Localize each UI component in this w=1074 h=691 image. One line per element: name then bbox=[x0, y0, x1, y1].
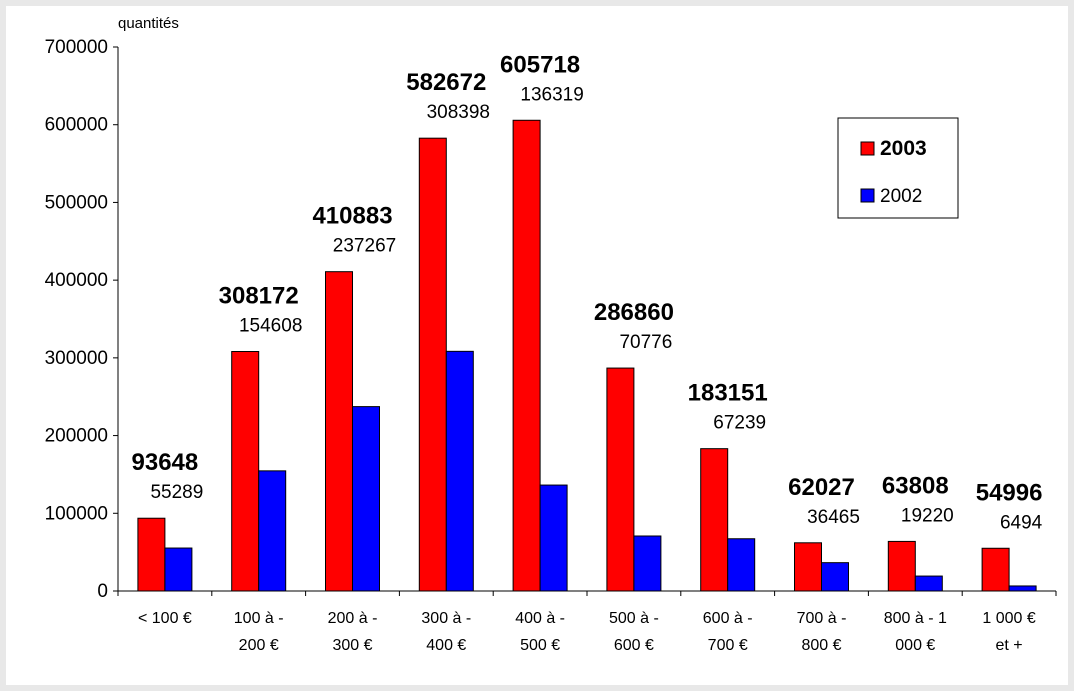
legend-swatch-2002 bbox=[860, 188, 875, 203]
data-label-2003: 93648 bbox=[132, 449, 199, 476]
bar-2003 bbox=[981, 547, 1010, 592]
data-label-2003: 308172 bbox=[219, 283, 299, 310]
data-label-2002: 154608 bbox=[239, 316, 302, 337]
bar-2003 bbox=[700, 448, 729, 592]
data-label-2003: 62027 bbox=[788, 474, 855, 501]
x-tick-label: 400 à - bbox=[515, 610, 565, 627]
y-axis: 0 100000 200000 300000 400000 500000 600000 700… bbox=[45, 37, 119, 602]
y-tick-label: 100000 bbox=[45, 503, 108, 524]
x-tick-label: 000 € bbox=[895, 637, 935, 654]
bar-2002 bbox=[164, 547, 193, 592]
data-label-2002: 55289 bbox=[150, 482, 203, 503]
y-tick-label: 400000 bbox=[45, 270, 108, 291]
x-tick-label: et + bbox=[996, 637, 1023, 654]
bars bbox=[137, 119, 1037, 592]
data-label-2002: 308398 bbox=[427, 102, 490, 123]
x-tick-label: 100 à - bbox=[234, 610, 284, 627]
y-tick-label: 700000 bbox=[45, 37, 108, 58]
data-label-2003: 286860 bbox=[594, 299, 674, 326]
legend-label-2002: 2002 bbox=[880, 186, 922, 207]
x-tick-label: 600 € bbox=[614, 637, 654, 654]
data-label-2003: 410883 bbox=[312, 203, 392, 230]
bar-2002 bbox=[539, 484, 568, 592]
bar-2003 bbox=[887, 540, 916, 592]
x-tick-label: 800 à - 1 bbox=[884, 610, 947, 627]
data-label-2002: 136319 bbox=[520, 84, 583, 105]
x-tick-label: 700 € bbox=[708, 637, 748, 654]
x-tick-label: 600 à - bbox=[703, 610, 753, 627]
bar-2003 bbox=[606, 367, 635, 592]
bar-2003 bbox=[137, 517, 166, 592]
bar-2003 bbox=[794, 542, 822, 592]
bar-2003 bbox=[231, 351, 260, 592]
data-label-2003: 605718 bbox=[500, 51, 580, 78]
data-label-2002: 19220 bbox=[901, 505, 954, 526]
y-tick-label: 200000 bbox=[45, 426, 108, 447]
bar-2002 bbox=[914, 575, 943, 592]
y-tick-label: 300000 bbox=[45, 348, 108, 369]
bar-2002 bbox=[445, 350, 474, 592]
x-axis: < 100 € 100 à - 200 € 200 à - 300 € 300 à - 40… bbox=[117, 590, 1057, 654]
y-tick-label: 500000 bbox=[45, 192, 108, 213]
bar-2002 bbox=[633, 535, 662, 592]
legend-box bbox=[837, 117, 959, 219]
bar-2003 bbox=[512, 119, 541, 592]
data-label-2003: 183151 bbox=[688, 380, 768, 407]
data-label-2003: 54996 bbox=[976, 479, 1043, 506]
legend: 2003 2002 bbox=[837, 117, 959, 219]
x-tick-label: 700 à - bbox=[797, 610, 847, 627]
x-tick-label: 500 à - bbox=[609, 610, 659, 627]
chart-area: quantités 0 100000 200000 300000 400000 50000… bbox=[6, 6, 1068, 685]
legend-label-2003: 2003 bbox=[880, 137, 927, 160]
y-tick-label: 0 bbox=[97, 581, 108, 602]
data-label-2003: 582672 bbox=[406, 69, 486, 96]
x-tick-label: < 100 € bbox=[138, 610, 192, 627]
y-tick-label: 600000 bbox=[45, 115, 108, 136]
x-tick-label: 1 000 € bbox=[982, 610, 1035, 627]
data-label-2003: 63808 bbox=[882, 472, 949, 499]
data-label-2002: 70776 bbox=[619, 332, 672, 353]
data-label-2002: 36465 bbox=[807, 507, 860, 528]
x-tick-label: 200 à - bbox=[328, 610, 378, 627]
bar-chart: quantités 0 100000 200000 300000 400000 50000… bbox=[45, 15, 1057, 654]
data-label-2002: 237267 bbox=[333, 236, 396, 257]
bar-2002 bbox=[258, 470, 287, 592]
bar-2002 bbox=[727, 538, 756, 592]
x-tick-label: 400 € bbox=[426, 637, 466, 654]
bar-2003 bbox=[325, 271, 353, 592]
x-tick-label: 800 € bbox=[801, 637, 841, 654]
x-tick-label: 300 € bbox=[332, 637, 372, 654]
x-tick-label: 300 à - bbox=[421, 610, 471, 627]
x-tick-label: 200 € bbox=[239, 637, 279, 654]
data-labels: 93648 55289 308172 154608 410883 237267 582672… bbox=[132, 51, 1043, 533]
bar-2002 bbox=[1008, 585, 1037, 592]
data-label-2002: 6494 bbox=[1000, 512, 1043, 533]
data-label-2002: 67239 bbox=[713, 413, 766, 434]
bar-2002 bbox=[821, 562, 849, 592]
y-axis-label: quantités bbox=[118, 15, 179, 32]
x-tick-label: 500 € bbox=[520, 637, 560, 654]
bar-2002 bbox=[352, 406, 380, 592]
bar-2003 bbox=[418, 137, 447, 592]
legend-swatch-2003 bbox=[860, 141, 875, 156]
